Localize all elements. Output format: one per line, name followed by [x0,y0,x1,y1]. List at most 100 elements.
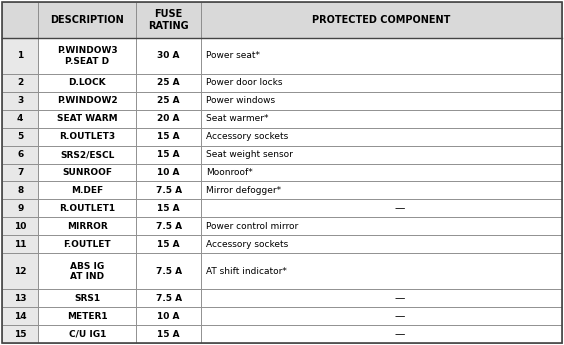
Bar [201,146,562,164]
Bar [136,164,201,181]
Bar [38,235,136,253]
Bar [2,92,38,110]
Bar [201,235,562,253]
Bar [201,325,562,343]
Bar [136,235,201,253]
Text: DESCRIPTION: DESCRIPTION [51,15,124,25]
Bar [2,307,38,325]
Bar [38,128,136,146]
Bar [2,217,38,235]
Text: 2: 2 [17,78,23,87]
Bar [38,199,136,217]
Text: SRS1: SRS1 [74,294,100,303]
Text: 15 A: 15 A [157,240,180,249]
Bar [201,181,562,199]
Bar [38,325,136,343]
Text: Power windows: Power windows [206,96,275,105]
Bar [38,2,136,38]
Text: 10 A: 10 A [157,312,180,321]
Text: MIRROR: MIRROR [67,222,108,231]
Bar [38,307,136,325]
Text: P.WINDOW3
P.SEAT D: P.WINDOW3 P.SEAT D [57,46,118,66]
Bar [136,2,201,38]
Bar [38,253,136,289]
Text: 5: 5 [17,132,23,141]
Text: Accessory sockets: Accessory sockets [206,240,288,249]
Text: 14: 14 [14,312,27,321]
Bar [2,289,38,307]
Bar [2,110,38,128]
Bar [2,2,38,38]
Text: PROTECTED COMPONENT: PROTECTED COMPONENT [312,15,451,25]
Text: 6: 6 [17,150,23,159]
Text: D.LOCK: D.LOCK [69,78,106,87]
Text: Moonroof*: Moonroof* [206,168,253,177]
Bar [201,164,562,181]
Bar [38,110,136,128]
Bar [2,199,38,217]
Bar [136,199,201,217]
Bar [38,217,136,235]
Bar [2,146,38,164]
Text: M.DEF: M.DEF [71,186,103,195]
Bar [201,199,562,217]
Text: Power door locks: Power door locks [206,78,283,87]
Bar [2,325,38,343]
Bar [201,289,562,307]
Text: ABS IG
AT IND: ABS IG AT IND [70,262,104,281]
Text: SEAT WARM: SEAT WARM [57,114,118,123]
Text: FUSE
RATING: FUSE RATING [148,9,189,31]
Text: 4: 4 [17,114,23,123]
Text: AT shift indicator*: AT shift indicator* [206,267,287,276]
Text: 20 A: 20 A [157,114,180,123]
Bar [2,128,38,146]
Text: 10: 10 [14,222,27,231]
Text: 8: 8 [17,186,23,195]
Bar [136,74,201,92]
Bar [136,110,201,128]
Text: —: — [394,329,404,339]
Text: 10 A: 10 A [157,168,180,177]
Bar [201,217,562,235]
Text: R.OUTLET1: R.OUTLET1 [59,204,116,213]
Text: P.WINDOW2: P.WINDOW2 [57,96,118,105]
Bar [2,253,38,289]
Bar [201,92,562,110]
Bar [201,307,562,325]
Bar [201,128,562,146]
Bar [201,38,562,74]
Bar [136,325,201,343]
Bar [136,307,201,325]
Text: 7.5 A: 7.5 A [156,186,182,195]
Text: R.OUTLET3: R.OUTLET3 [59,132,116,141]
Text: 7.5 A: 7.5 A [156,222,182,231]
Bar [136,38,201,74]
Bar [38,92,136,110]
Bar [136,289,201,307]
Bar [136,128,201,146]
Text: F.OUTLET: F.OUTLET [64,240,111,249]
Bar [2,235,38,253]
Text: 15 A: 15 A [157,150,180,159]
Bar [201,110,562,128]
Text: METER1: METER1 [67,312,108,321]
Text: Power seat*: Power seat* [206,51,260,60]
Text: Mirror defogger*: Mirror defogger* [206,186,281,195]
Bar [38,289,136,307]
Text: 12: 12 [14,267,27,276]
Bar [38,164,136,181]
Bar [136,253,201,289]
Bar [201,74,562,92]
Text: 25 A: 25 A [157,78,180,87]
Bar [38,181,136,199]
Bar [201,253,562,289]
Text: SRS2/ESCL: SRS2/ESCL [60,150,114,159]
Text: 30 A: 30 A [157,51,180,60]
Bar [2,181,38,199]
Bar [136,181,201,199]
Text: 7.5 A: 7.5 A [156,267,182,276]
Bar [2,164,38,181]
Text: C/U IG1: C/U IG1 [69,329,106,338]
Text: 15 A: 15 A [157,204,180,213]
Bar [136,92,201,110]
